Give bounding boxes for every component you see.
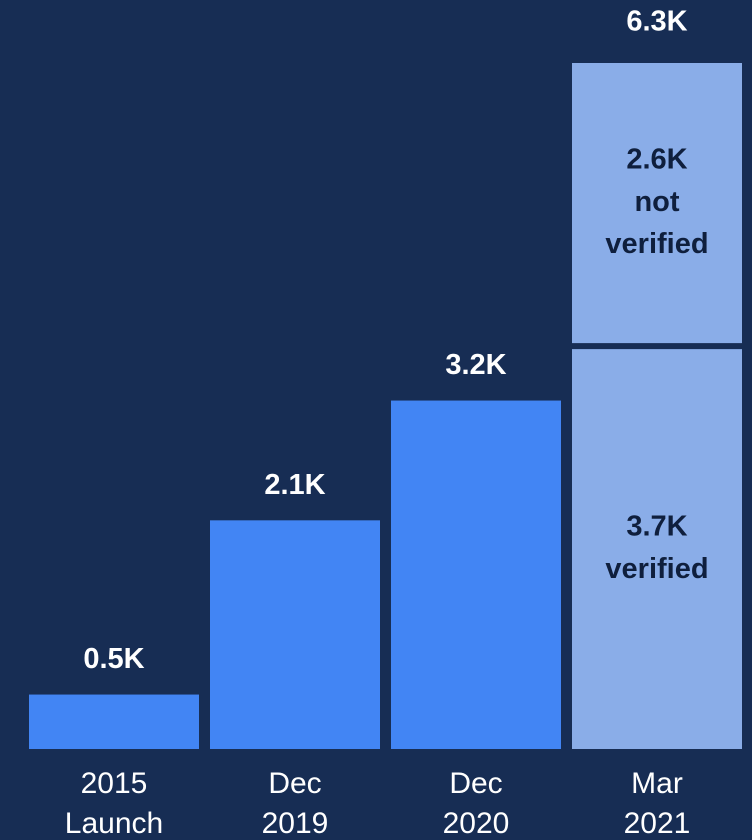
x-tick-label: Mar 2021 xyxy=(624,767,691,840)
bar-segment xyxy=(572,349,742,749)
value-label: 2.1K xyxy=(264,469,325,501)
segment-series-label: verified xyxy=(605,553,708,585)
segment-value-label: 2.6K xyxy=(626,144,687,176)
x-tick-label: 2015 Launch xyxy=(65,767,163,840)
bar-segment xyxy=(572,63,742,344)
bar-segment xyxy=(391,400,561,749)
value-label: 3.2K xyxy=(445,349,506,381)
value-label: 0.5K xyxy=(83,643,144,675)
x-tick-label: Dec 2019 xyxy=(262,767,329,840)
bar-segment xyxy=(210,520,380,749)
x-tick-label: Dec 2020 xyxy=(443,767,510,840)
segment-value-label: 3.7K xyxy=(626,511,687,543)
total-label: 6.3K xyxy=(626,6,687,38)
segment-series-label: not verified xyxy=(605,186,708,260)
bar-segment xyxy=(29,694,199,749)
